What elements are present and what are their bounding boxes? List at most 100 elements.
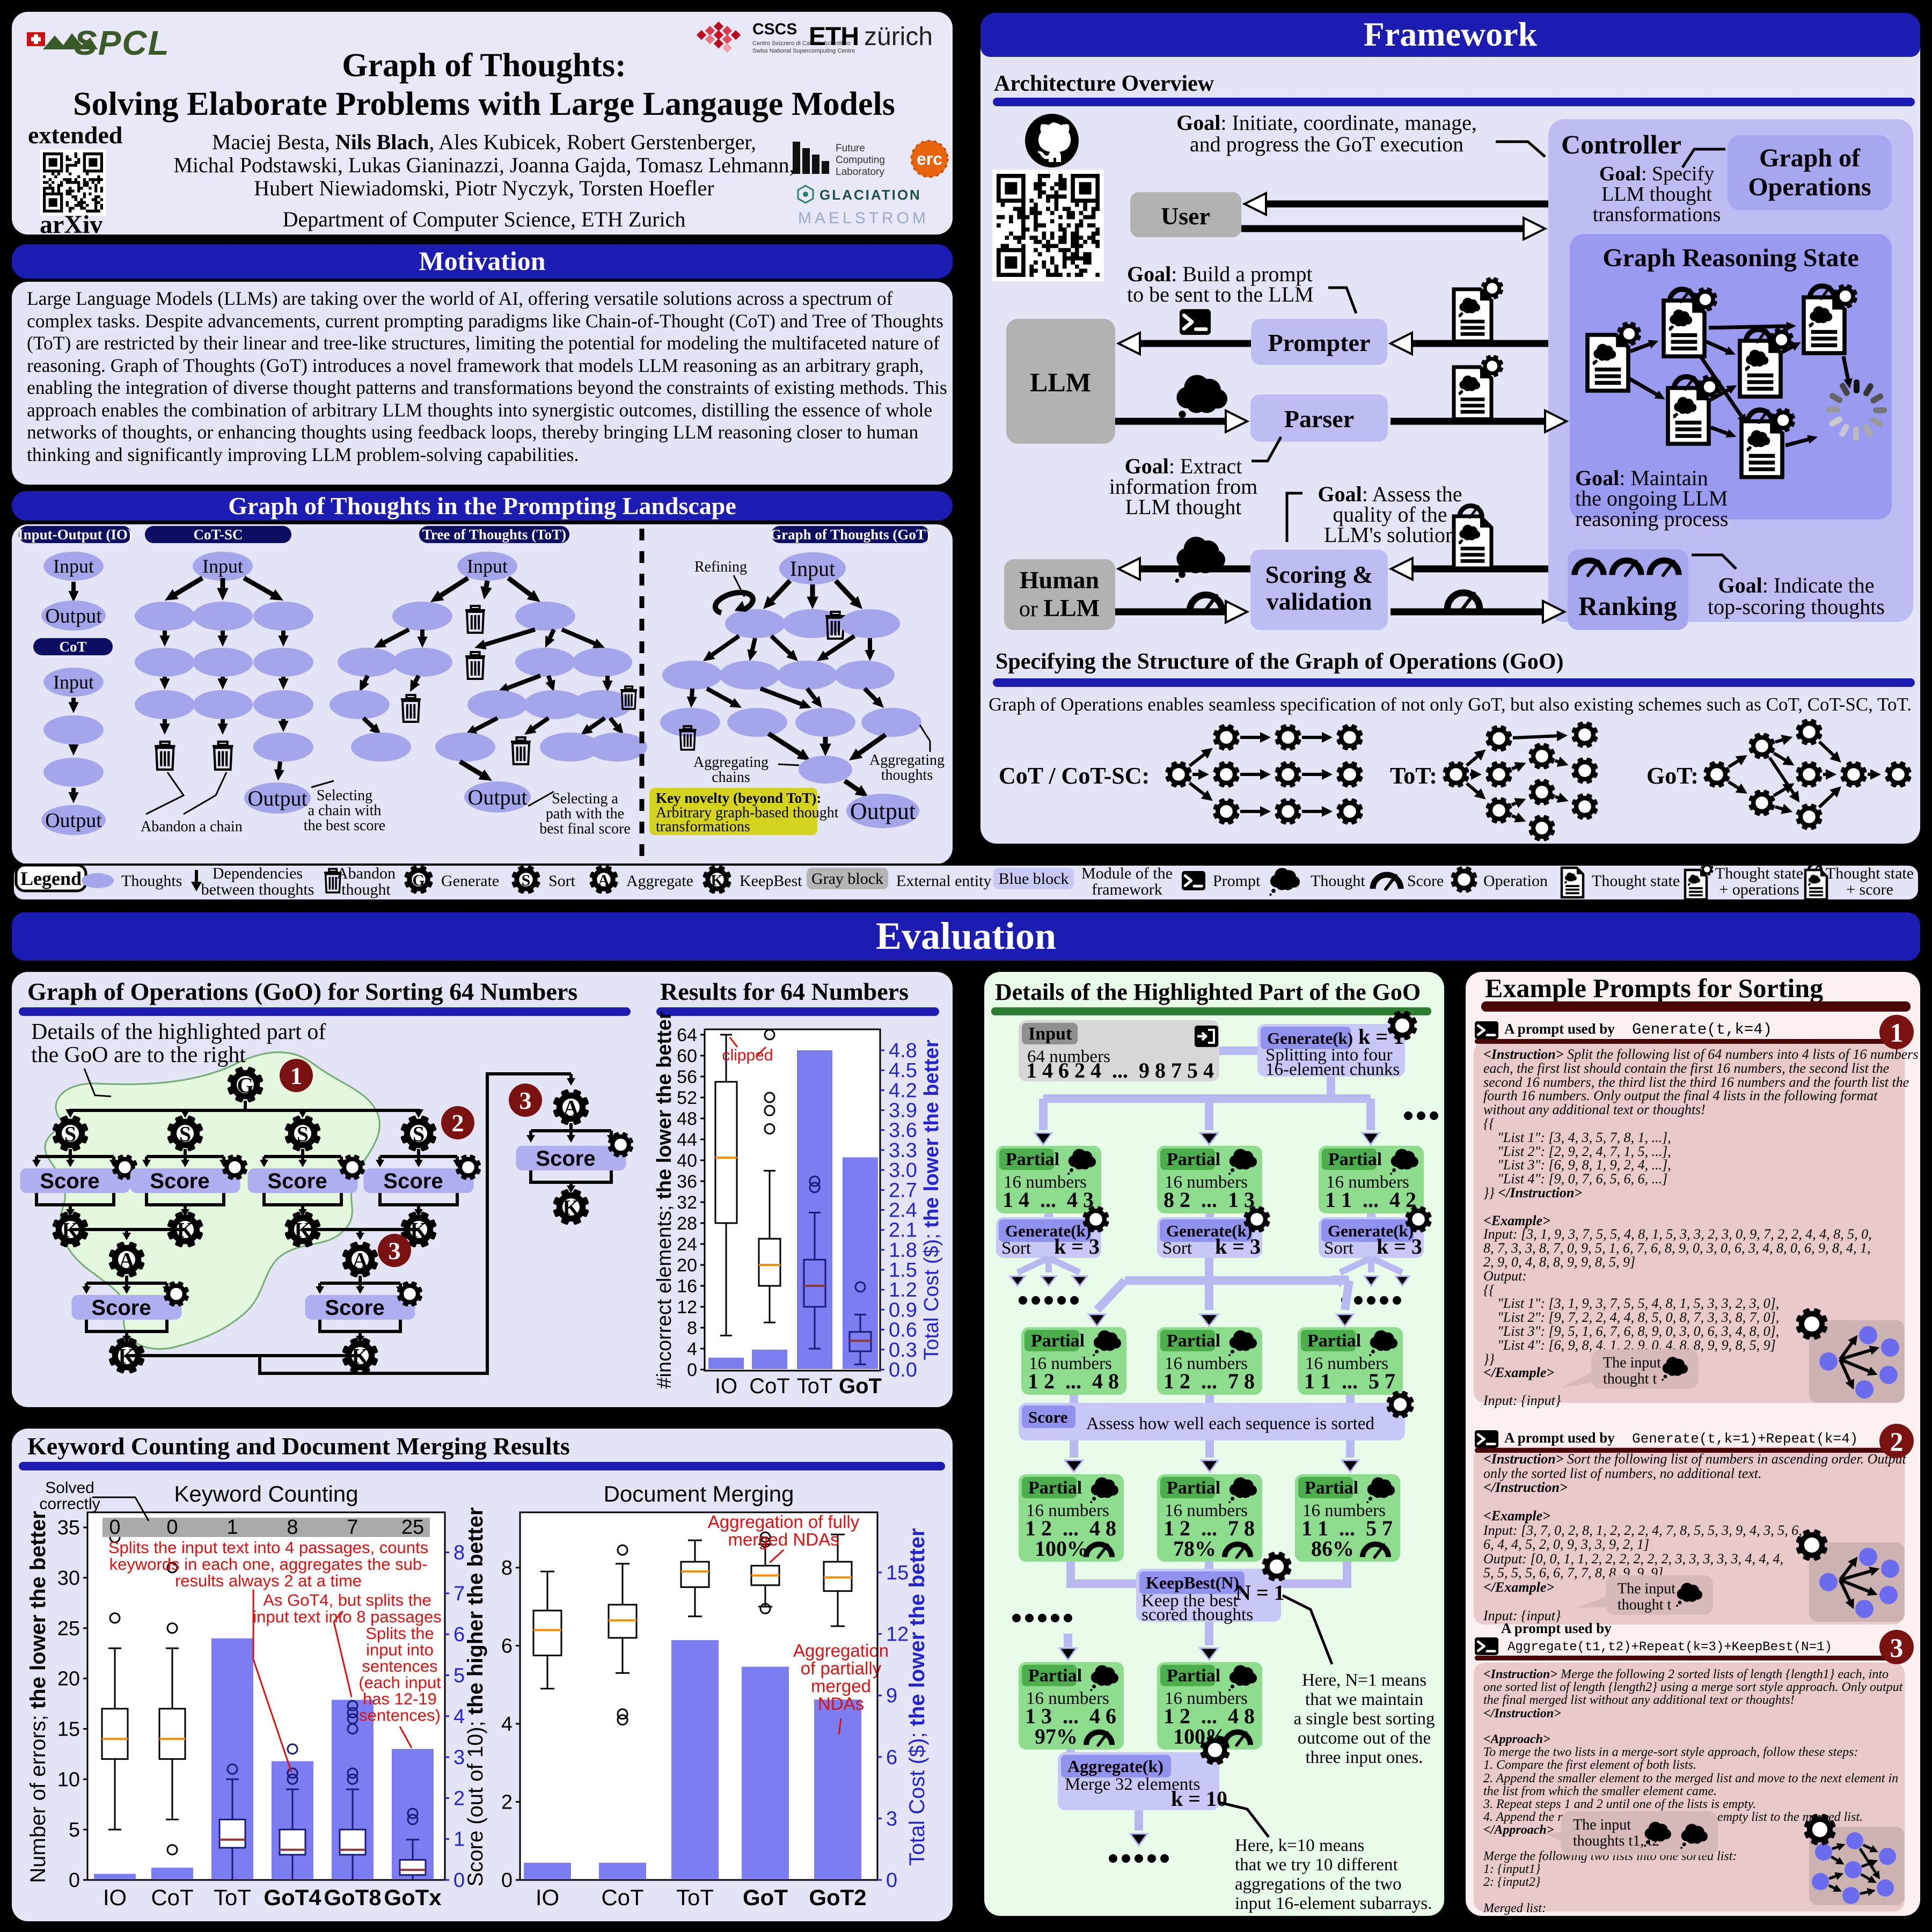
svg-text:16-element chunks: 16-element chunks	[1265, 1060, 1400, 1079]
svg-text:3: 3	[886, 1807, 897, 1830]
svg-text:16 numbers: 16 numbers	[1026, 1501, 1109, 1520]
svg-text:28: 28	[677, 1213, 697, 1234]
svg-text:Future: Future	[836, 143, 865, 154]
svg-text:GoT: GoT	[743, 1885, 788, 1910]
svg-text:S: S	[413, 1122, 425, 1146]
svg-text:Total Cost ($); the lower the: Total Cost ($); the lower the better	[920, 1040, 943, 1360]
svg-text:CoT / CoT-SC:: CoT / CoT-SC:	[999, 763, 1150, 789]
svg-text:Generate(t,k=1)+Repeat(k=4): Generate(t,k=1)+Repeat(k=4)	[1632, 1431, 1858, 1447]
svg-text:arXiv: arXiv	[40, 210, 103, 235]
svg-text:Goal: Initiate, coordinate, ma: Goal: Initiate, coordinate, manage,	[1176, 111, 1477, 135]
svg-text:78%: 78%	[1173, 1536, 1216, 1561]
svg-text:MAELSTROM: MAELSTROM	[798, 209, 929, 227]
svg-text:thought t: thought t	[1618, 1597, 1672, 1613]
svg-text:zürich: zürich	[864, 23, 933, 51]
svg-text:As GoT4, but splits the: As GoT4, but splits the	[263, 1591, 431, 1609]
svg-text:A prompt used by: A prompt used by	[1504, 1021, 1615, 1037]
svg-text:0: 0	[453, 1869, 465, 1892]
svg-text:CSCS: CSCS	[752, 20, 797, 38]
svg-text:52: 52	[677, 1088, 697, 1108]
svg-text:information from: information from	[1109, 474, 1258, 499]
svg-text:Graph of Operations enables se: Graph of Operations enables seamless spe…	[989, 694, 1912, 715]
svg-text:1: 1	[453, 1828, 465, 1851]
svg-text:input 16-element subarrays.: input 16-element subarrays.	[1235, 1894, 1432, 1913]
svg-text:erc: erc	[917, 149, 942, 169]
svg-text:Input: Input	[467, 555, 508, 577]
svg-text:A: A	[598, 872, 610, 889]
svg-text:5: 5	[69, 1819, 80, 1841]
svg-text:Parser: Parser	[1284, 405, 1354, 433]
svg-text:35: 35	[57, 1517, 80, 1539]
svg-text:GoT8: GoT8	[324, 1885, 381, 1910]
svg-text:Score: Score	[40, 1169, 99, 1193]
svg-text:Abandon a chain: Abandon a chain	[141, 818, 243, 835]
svg-text:transformations: transformations	[1593, 203, 1721, 226]
svg-text:that we try 10 different: that we try 10 different	[1235, 1855, 1398, 1875]
svg-text:Thought state: Thought state	[1826, 865, 1914, 882]
svg-text:Sort: Sort	[1162, 1239, 1192, 1258]
svg-text:44: 44	[677, 1130, 697, 1150]
svg-text:Goal: Extract: Goal: Extract	[1125, 454, 1242, 478]
svg-text:7: 7	[347, 1516, 358, 1539]
svg-text:Gray block: Gray block	[811, 870, 883, 888]
svg-text:Aggregate: Aggregate	[626, 872, 693, 890]
svg-text:a chain with: a chain with	[308, 802, 382, 819]
svg-text:The input: The input	[1618, 1580, 1675, 1597]
svg-text:Keyword Counting: Keyword Counting	[174, 1481, 358, 1506]
svg-text:1: 1	[1890, 1018, 1904, 1048]
svg-text:Score: Score	[150, 1169, 209, 1193]
svg-text:has 12-19: has 12-19	[363, 1689, 437, 1708]
svg-text:9: 9	[886, 1685, 897, 1707]
svg-text:Selecting a: Selecting a	[552, 791, 618, 807]
svg-text:Aggregation of fully: Aggregation of fully	[708, 1512, 860, 1532]
svg-text:Goal: Maintain: Goal: Maintain	[1575, 466, 1708, 490]
svg-text:Number of errors; the lower th: Number of errors; the lower the better	[26, 1511, 50, 1883]
svg-text:Aggregate(t1,t2)+Repeat(k=3)+K: Aggregate(t1,t2)+Repeat(k=3)+KeepBest(N=…	[1507, 1640, 1832, 1655]
svg-text:Aggregating: Aggregating	[869, 752, 945, 769]
svg-text:Solving Elaborate Problems wit: Solving Elaborate Problems with Large La…	[73, 86, 895, 122]
svg-text:1 3 ... 4 6: 1 3 ... 4 6	[1025, 1704, 1116, 1728]
svg-text:Sort: Sort	[548, 872, 576, 890]
svg-text:CoT: CoT	[601, 1885, 643, 1910]
svg-text:Partial: Partial	[1328, 1150, 1382, 1169]
svg-text:input into: input into	[366, 1641, 434, 1659]
svg-text:Details of the Highlighted Par: Details of the Highlighted Part of the G…	[995, 979, 1421, 1005]
svg-text:Aggregate(k): Aggregate(k)	[1067, 1757, 1163, 1776]
svg-text:1 2 ... 7 8: 1 2 ... 7 8	[1163, 1369, 1255, 1393]
svg-text:NDAs: NDAs	[818, 1694, 864, 1714]
svg-text:A: A	[353, 1248, 368, 1272]
svg-text:Results for 64 Numbers: Results for 64 Numbers	[660, 978, 909, 1005]
svg-text:transformations: transformations	[656, 818, 750, 835]
svg-text:IO: IO	[715, 1374, 737, 1398]
svg-text:0: 0	[166, 1516, 178, 1539]
svg-text:K: K	[711, 872, 723, 889]
svg-text:+ score: + score	[1846, 881, 1893, 898]
svg-text:S: S	[522, 872, 531, 889]
svg-text:GLACIATION: GLACIATION	[819, 187, 921, 203]
svg-text:Operations: Operations	[1748, 173, 1871, 201]
svg-text:(each input: (each input	[358, 1673, 441, 1692]
svg-text:reasoning process: reasoning process	[1575, 507, 1728, 531]
svg-text:S: S	[179, 1122, 191, 1146]
svg-text:Score: Score	[267, 1169, 327, 1193]
svg-text:thought: thought	[341, 881, 391, 898]
svg-text:A: A	[119, 1248, 135, 1272]
svg-text:36: 36	[677, 1172, 697, 1192]
svg-text:ETH: ETH	[809, 23, 859, 51]
svg-text:A prompt used by: A prompt used by	[1504, 1430, 1615, 1446]
svg-text:4: 4	[687, 1339, 697, 1359]
svg-text:16 numbers: 16 numbers	[1029, 1354, 1112, 1373]
svg-text:Graph of Thoughts:: Graph of Thoughts:	[342, 47, 626, 84]
svg-text:sentences: sentences	[362, 1657, 437, 1675]
svg-text:1 2 ... 4 8: 1 2 ... 4 8	[1028, 1369, 1119, 1393]
svg-text:User: User	[1161, 202, 1210, 230]
svg-text:0.3: 0.3	[889, 1339, 917, 1362]
svg-text:2: 2	[453, 1787, 465, 1810]
svg-text:merged NDAs: merged NDAs	[728, 1529, 839, 1549]
svg-text:5: 5	[453, 1665, 465, 1687]
svg-text:Output: Output	[467, 785, 527, 809]
svg-text:8: 8	[687, 1318, 697, 1338]
svg-text:#incorrect elements; the lower: #incorrect elements; the lower the bette…	[653, 1011, 676, 1388]
svg-text:Swiss National Supercomputing: Swiss National Supercomputing Centre	[752, 48, 855, 54]
svg-text:25: 25	[401, 1516, 424, 1539]
